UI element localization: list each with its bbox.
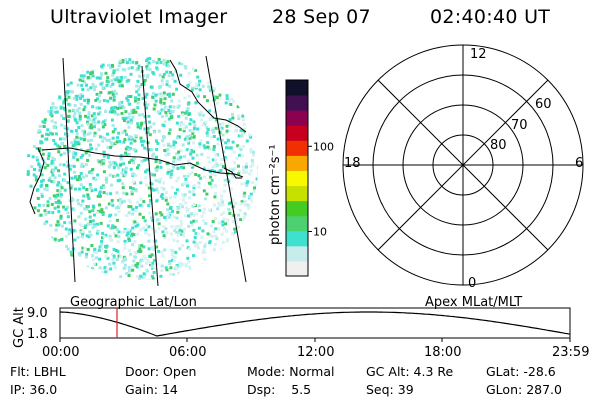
- info-glat: GLat: -28.6: [486, 364, 556, 379]
- mlt-label-6: 6: [575, 156, 584, 171]
- info-glon: GLon: 287.0: [486, 382, 562, 397]
- colorbar-strip: [286, 95, 308, 111]
- instrument-title: Ultraviolet Imager: [50, 6, 228, 28]
- colorbar-strip: [286, 155, 308, 171]
- xtick-1800: 18:00: [424, 345, 462, 360]
- xtick-1200: 12:00: [297, 345, 335, 360]
- xtick-0600: 06:00: [169, 345, 207, 360]
- info-flt: Flt: LBHL: [10, 364, 66, 379]
- colorbar-tick-label: 100: [313, 140, 334, 153]
- colorbar-scale: [286, 80, 308, 277]
- colorbar-strip: [286, 215, 308, 232]
- info-gain: Gain: 14: [125, 382, 178, 397]
- lat-label-60: 60: [535, 97, 552, 112]
- polar-label: Apex MLat/MLT: [425, 295, 523, 310]
- info-mode: Mode: Normal: [247, 364, 335, 379]
- xtick-0000: 00:00: [42, 345, 80, 360]
- info-seq: Seq: 39: [366, 382, 414, 397]
- altitude-ylabel: GC Alt: [12, 307, 27, 348]
- header-time: 02:40:40 UT: [430, 6, 551, 28]
- altitude-ytick-low: 1.8: [27, 327, 48, 342]
- xtick-2359: 23:59: [552, 345, 590, 360]
- colorbar-ticks: 10 100: [308, 140, 334, 238]
- coastline: [29, 59, 247, 215]
- lat-label-80: 80: [490, 138, 507, 153]
- map-label: Geographic Lat/Lon: [70, 295, 197, 310]
- colorbar-strip: [286, 230, 308, 247]
- colorbar-strip: [286, 200, 308, 217]
- info-gc-alt: GC Alt: 4.3 Re: [366, 364, 454, 379]
- info-dsp: Dsp: 5.5: [247, 382, 312, 397]
- header-date: 28 Sep 07: [272, 6, 371, 28]
- colorbar-strip: [286, 80, 308, 96]
- info-door: Door: Open: [125, 364, 197, 379]
- colorbar-tick-label: 10: [313, 225, 327, 238]
- colorbar-strip: [286, 125, 308, 141]
- mlt-label-0: 0: [468, 276, 477, 291]
- mlt-label-12: 12: [470, 47, 487, 62]
- colorbar-strip: [286, 245, 308, 262]
- polar-diagonal-2: [377, 79, 549, 251]
- colorbar-strip: [286, 110, 308, 126]
- info-ip: IP: 36.0: [10, 382, 58, 397]
- mlt-label-18: 18: [344, 156, 361, 171]
- colorbar-strip: [286, 170, 308, 187]
- altitude-ytick-high: 9.0: [27, 306, 48, 321]
- colorbar-strip: [286, 260, 308, 277]
- colorbar-strip: [286, 140, 308, 156]
- lat-label-70: 70: [511, 118, 528, 133]
- altitude-plot-frame: [59, 307, 571, 339]
- colorbar-strip: [286, 185, 308, 202]
- altitude-curve: [59, 311, 571, 337]
